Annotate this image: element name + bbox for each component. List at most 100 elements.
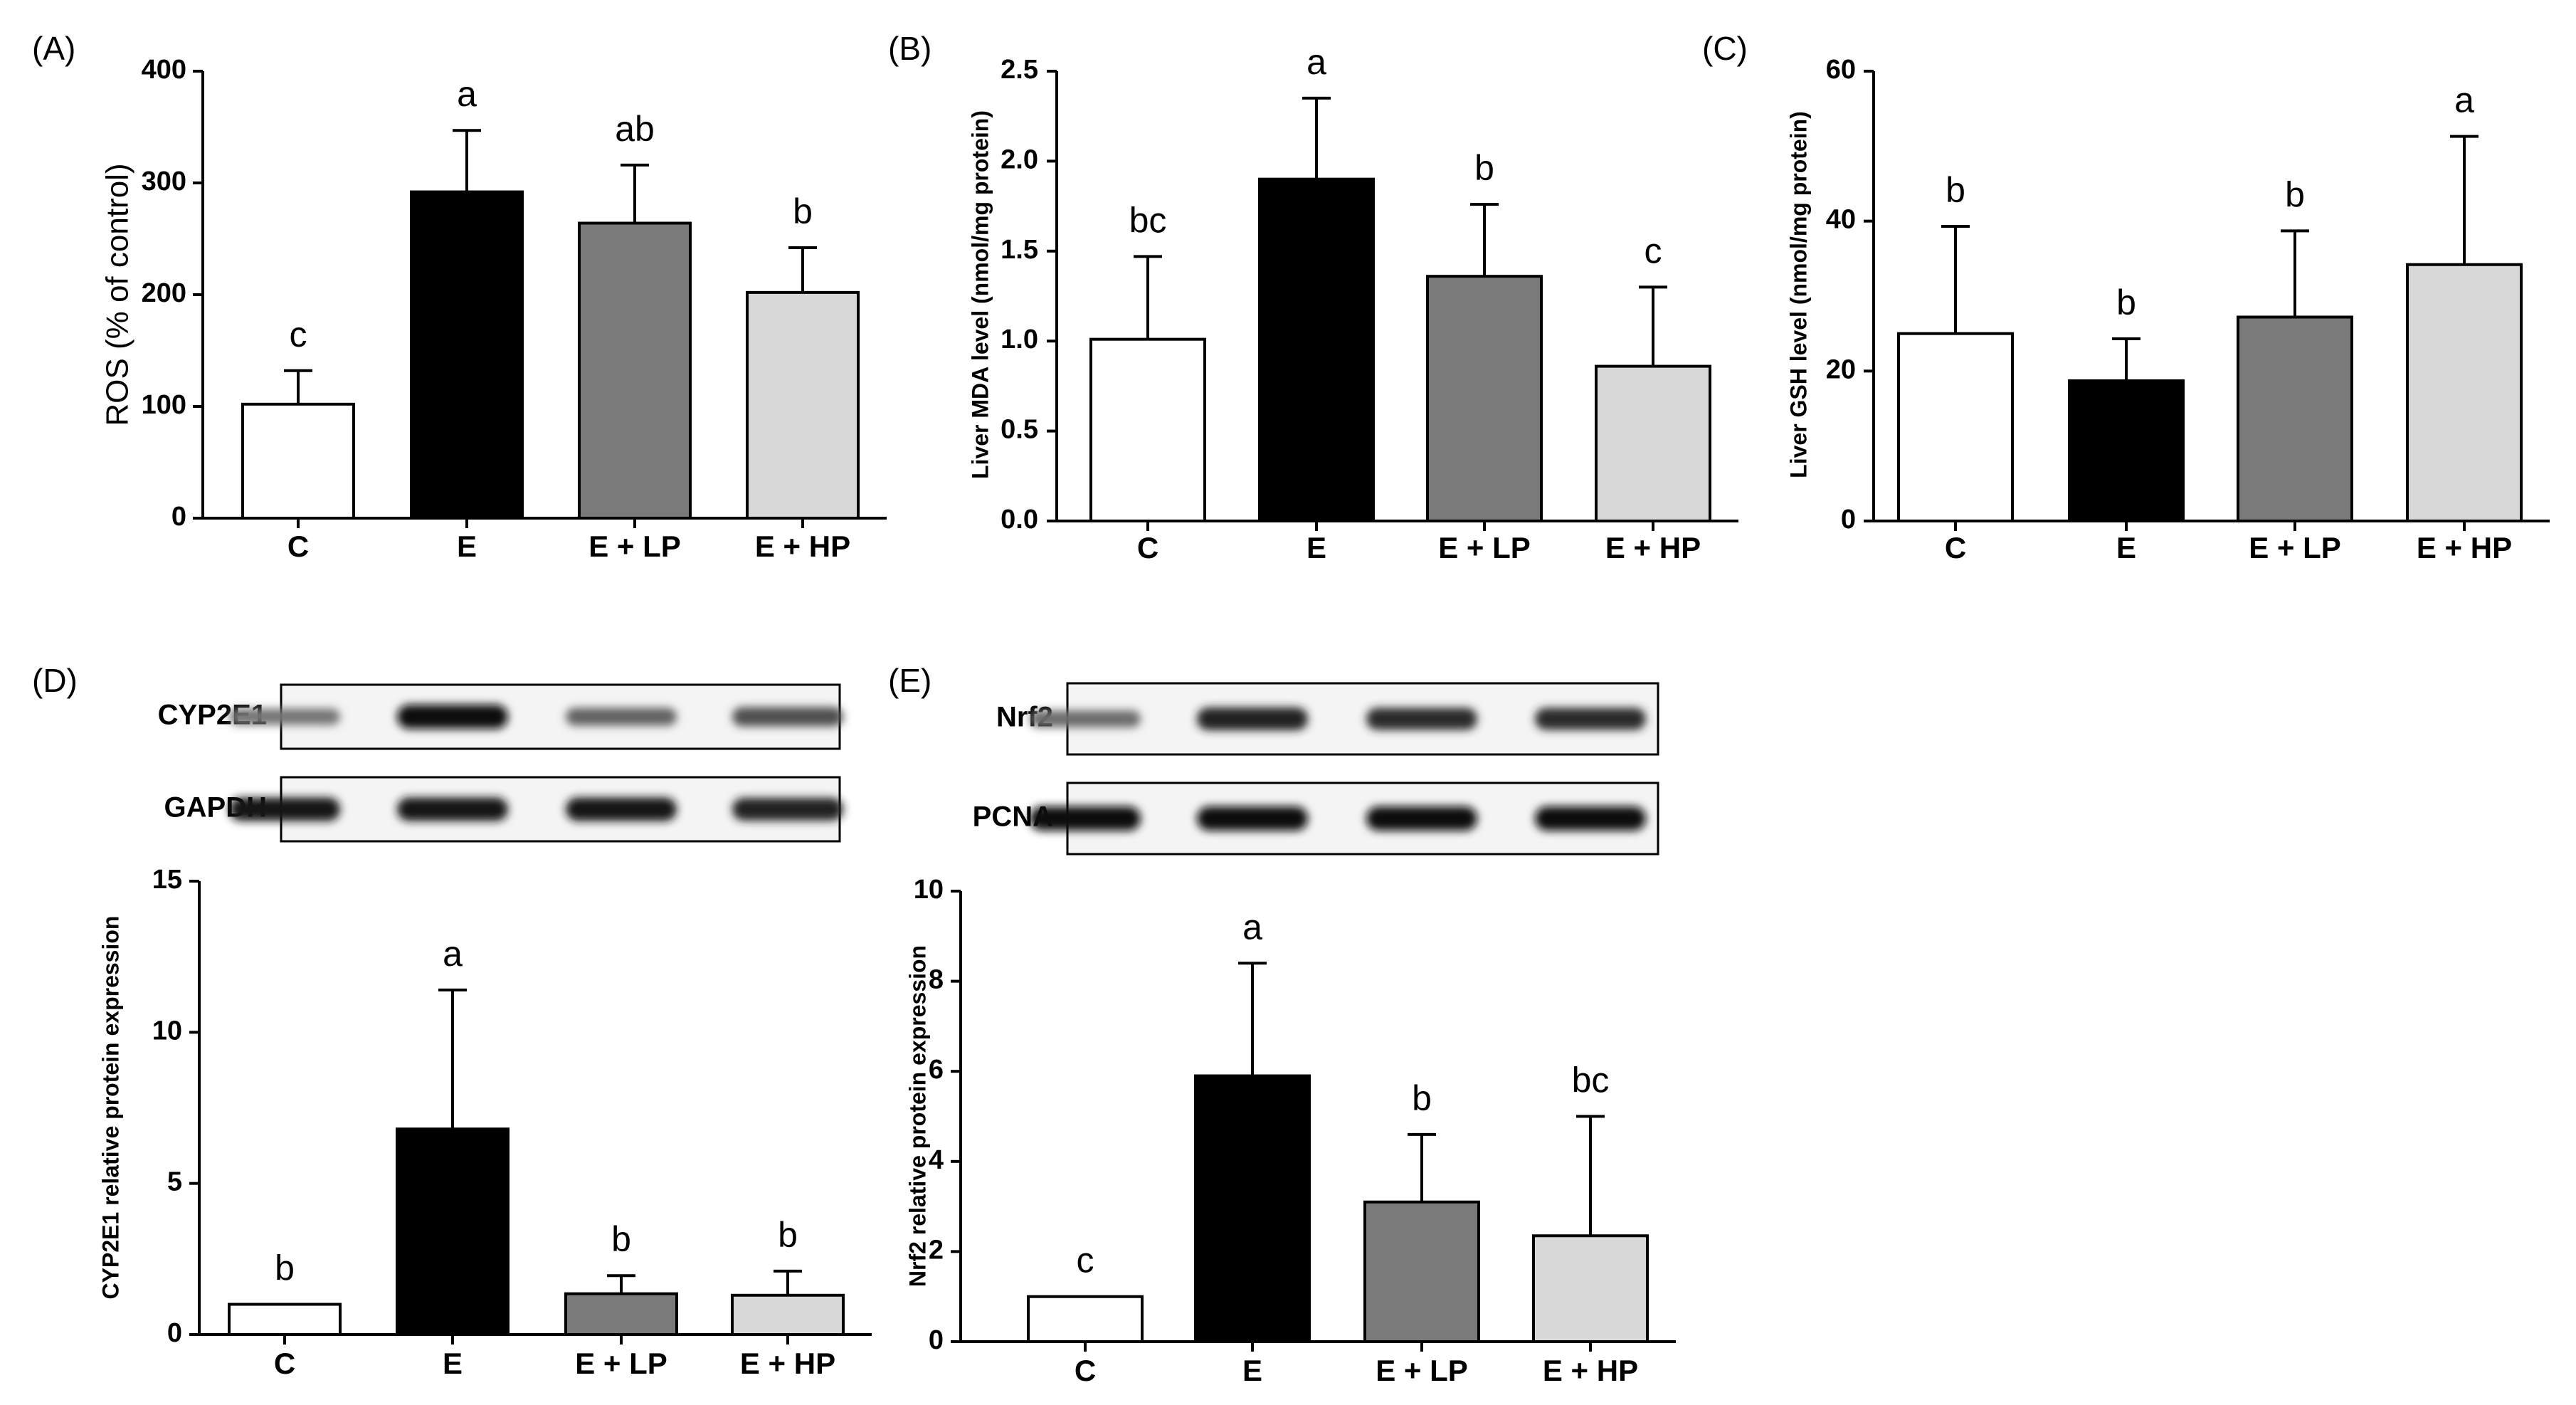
panel-e-bar-1 [1194, 1074, 1311, 1344]
panel-d-band-1-2 [566, 797, 677, 821]
panel-b-ytick-label-0: 0.0 [1001, 505, 1038, 535]
panel-e-bar-0 [1027, 1295, 1144, 1343]
panel-e-ytick-label-1: 2 [929, 1235, 944, 1265]
panel-b-category-2: E + LP [1438, 531, 1531, 564]
panel-a-ytick-label-0: 0 [171, 502, 186, 532]
panel-e-category-3: E + HP [1543, 1354, 1638, 1387]
panel-a-bar-1 [410, 190, 524, 520]
panel-c-sig-2: b [2285, 174, 2305, 214]
panel-e-sig-2: b [1412, 1078, 1432, 1118]
panel-c-category-1: E [2116, 531, 2136, 564]
panel-b-ytick-label-2: 1.0 [1001, 325, 1038, 354]
panel-d-category-2: E + LP [575, 1347, 667, 1380]
panel-e-bar-3 [1532, 1234, 1649, 1343]
panel-b-y-axis-title: Liver MDA level (nmol/mg protein) [967, 110, 993, 479]
panel-d-ytick-label-2: 10 [152, 1016, 182, 1046]
panel-b-bar-0 [1089, 337, 1206, 522]
panel-a-bar-0 [241, 402, 355, 520]
panel-e-category-0: C [1075, 1354, 1096, 1387]
panel-b-sig-2: b [1474, 148, 1494, 188]
panel-d-bar-0 [228, 1303, 342, 1336]
panel-b-bar-2 [1426, 275, 1543, 522]
panel-d-sig-2: b [611, 1219, 631, 1259]
panel-a-bar-2 [578, 221, 692, 520]
panel-d-category-0: C [274, 1347, 295, 1380]
panel-a-category-0: C [287, 530, 309, 563]
panel-c-category-0: C [1945, 531, 1966, 564]
panel-e-band-1-1 [1197, 806, 1308, 831]
panel-d-label: (D) [32, 662, 78, 699]
panel-d-bar-2 [564, 1292, 678, 1337]
panel-a-ytick-label-3: 300 [142, 167, 186, 196]
panel-d-category-1: E [443, 1347, 463, 1380]
panel-a-ytick-label-2: 200 [142, 278, 186, 308]
panel-c-bar-3 [2406, 263, 2523, 522]
panel-e-band-0-0 [1030, 710, 1141, 727]
panel-b-ytick-label-4: 2.0 [1001, 144, 1038, 174]
panel-d-band-0-2 [566, 707, 677, 726]
panel-d-band-0-0 [229, 708, 340, 725]
panel-d-band-0-1 [397, 705, 508, 729]
panel-e-bar-2 [1363, 1200, 1480, 1344]
panel-e-category-2: E + LP [1376, 1354, 1468, 1387]
panel-c-y-axis-title: Liver GSH level (nmol/mg protein) [1785, 111, 1811, 478]
panel-b-category-1: E [1307, 531, 1326, 564]
panel-e-ytick-label-2: 4 [929, 1145, 944, 1175]
panel-a-label: (A) [32, 30, 75, 67]
panel-e-category-1: E [1242, 1354, 1262, 1387]
panel-b: (B) 0.0 0.5 1.0 1.5 2.0 2.5 Liver MDA level (nm… [888, 30, 1738, 564]
panel-b-sig-1: a [1307, 42, 1326, 82]
panel-b-category-0: C [1137, 531, 1158, 564]
panel-e-band-0-1 [1197, 707, 1308, 730]
panel-b-label: (B) [888, 30, 931, 67]
panel-c: (C) 0 20 40 60 Liver GSH level (nmol/mg prote… [1702, 30, 2550, 564]
panel-c-bar-1 [2068, 379, 2185, 522]
panel-e-sig-0: c [1077, 1241, 1094, 1280]
panel-e-y-axis-title: Nrf2 relative protein expression [904, 945, 930, 1287]
panel-a-ytick-label-4: 400 [142, 55, 186, 85]
panel-e-ytick-label-3: 6 [929, 1055, 944, 1085]
panel-a-category-1: E [457, 530, 477, 563]
panel-a-sig-3: b [793, 191, 813, 231]
panel-a-category-3: E + HP [755, 530, 850, 563]
panel-b-bar-1 [1258, 177, 1375, 522]
panel-e-band-1-2 [1366, 806, 1477, 831]
panel-c-ytick-label-2: 40 [1826, 205, 1856, 235]
panel-d-ytick-label-3: 15 [152, 865, 182, 895]
panel-e-band-1-0 [1030, 806, 1141, 831]
panel-e-band-0-2 [1366, 707, 1477, 730]
panel-d-ytick-label-0: 0 [167, 1318, 182, 1348]
panel-b-ytick-label-1: 0.5 [1001, 415, 1038, 445]
panel-a-category-2: E + LP [588, 530, 681, 563]
panel-a-sig-2: ab [615, 109, 655, 149]
panel-d-category-3: E + HP [740, 1347, 835, 1380]
panel-d-sig-3: b [778, 1215, 798, 1255]
panel-b-bar-3 [1595, 364, 1711, 522]
panel-d-band-1-0 [229, 797, 340, 821]
panel-e-band-0-3 [1535, 707, 1646, 730]
panel-b-ytick-label-5: 2.5 [1001, 55, 1038, 85]
panel-a-ytick-label-1: 100 [142, 390, 186, 420]
panel-d-bar-3 [731, 1293, 845, 1336]
panel-e-ytick-label-0: 0 [929, 1325, 944, 1355]
panel-c-sig-1: b [2116, 283, 2136, 322]
panel-a-bar-3 [746, 290, 860, 520]
panel-e-label: (E) [888, 662, 931, 699]
panel-c-category-3: E + HP [2417, 531, 2512, 564]
panel-c-bar-0 [1897, 332, 2014, 522]
panel-d-ytick-label-1: 5 [167, 1167, 182, 1197]
panel-e-band-1-3 [1535, 806, 1646, 831]
panel-c-bar-2 [2237, 315, 2353, 522]
panel-c-ytick-label-3: 60 [1826, 55, 1856, 85]
panel-e-sig-1: a [1242, 907, 1262, 947]
panel-d-bar-1 [396, 1127, 510, 1337]
panel-b-sig-0: bc [1129, 200, 1167, 240]
panel-d-band-1-3 [732, 798, 843, 821]
panel-a-y-axis-title: ROS (% of control) [100, 163, 135, 426]
panel-c-ytick-label-1: 20 [1826, 354, 1856, 384]
panel-b-category-3: E + HP [1605, 531, 1701, 564]
panel-a-sig-0: c [290, 315, 307, 354]
panel-c-ytick-label-0: 0 [1841, 505, 1856, 535]
panel-c-sig-0: b [1946, 170, 1965, 210]
